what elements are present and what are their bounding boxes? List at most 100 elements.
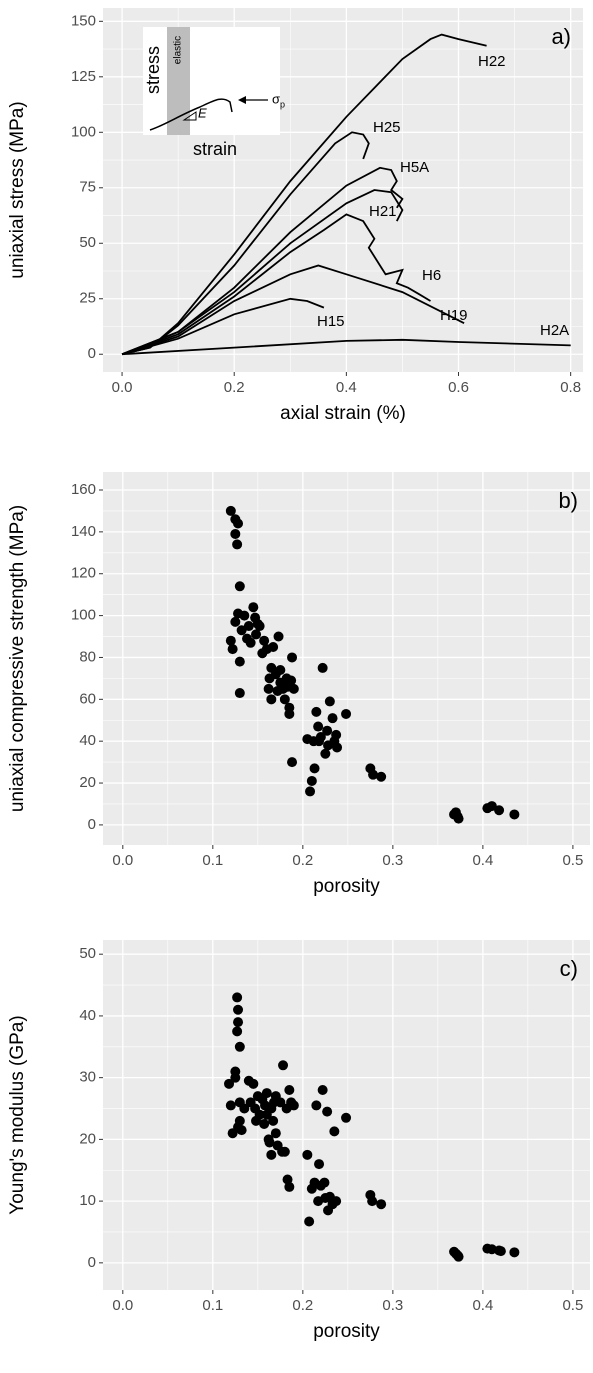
series-label: H15 (317, 313, 345, 330)
scatter-point (233, 518, 244, 529)
y-tick-label: 60 (79, 690, 96, 707)
x-tick-label: 0.6 (448, 379, 469, 396)
series-label: H6 (422, 267, 441, 284)
scatter-point (311, 1100, 322, 1111)
y-tick-label: 30 (79, 1069, 96, 1086)
scatter-point (304, 1216, 315, 1227)
scatter-point (239, 1103, 250, 1114)
y-tick-label: 100 (71, 123, 96, 140)
x-tick-label: 0.5 (562, 1297, 583, 1314)
scatter-point (232, 992, 243, 1003)
scatter-point (266, 694, 277, 705)
scatter-point (268, 1115, 279, 1126)
scatter-point (230, 616, 241, 627)
scatter-point (279, 694, 290, 705)
scatter-point (225, 1100, 236, 1111)
x-tick-label: 0.2 (292, 1297, 313, 1314)
scatter-point (332, 742, 343, 753)
scatter-point (230, 1072, 241, 1083)
scatter-point (234, 1041, 245, 1052)
scatter-point (453, 1251, 464, 1262)
scatter-point (329, 1126, 340, 1137)
scatter-point (313, 721, 324, 732)
scatter-point (234, 1115, 245, 1126)
scatter-point (233, 1017, 244, 1028)
scatter-point (286, 675, 297, 686)
scatter-point (322, 1106, 333, 1117)
x-tick-label: 0.2 (224, 379, 245, 396)
series-label: H2A (540, 322, 569, 339)
scatter-point (230, 528, 241, 539)
scatter-point (368, 769, 379, 780)
panel-label: a) (551, 24, 571, 49)
x-tick-label: 0.0 (112, 852, 133, 869)
scatter-point (288, 683, 299, 694)
panel-label: c) (560, 956, 578, 981)
panel-label: b) (558, 488, 578, 513)
scatter-point (278, 1060, 289, 1071)
scatter-point (376, 771, 387, 782)
scatter-point (259, 1118, 270, 1129)
y-tick-label: 0 (88, 345, 96, 362)
x-tick-label: 0.1 (202, 1297, 223, 1314)
x-tick-label: 0.1 (202, 852, 223, 869)
scatter-point (275, 1097, 286, 1108)
scatter-point (259, 635, 270, 646)
scatter-point (225, 635, 236, 646)
scatter-point (494, 805, 505, 816)
inset-curve (149, 98, 233, 131)
scatter-point (319, 1177, 330, 1188)
scatter-point (254, 1109, 265, 1120)
scatter-point (509, 1247, 520, 1258)
line-series (121, 33, 487, 356)
y-tick-label: 120 (71, 565, 96, 582)
inset-band-label: elastic (173, 36, 184, 64)
inset-box (143, 27, 280, 135)
y-tick-label: 160 (71, 481, 96, 498)
scatter-point (284, 708, 295, 719)
scatter-point (234, 688, 245, 699)
x-tick-label: 0.3 (382, 852, 403, 869)
x-tick-label: 0.0 (112, 1297, 133, 1314)
scatter-point (254, 621, 265, 632)
series-label: H25 (373, 119, 401, 136)
y-tick-label: 10 (79, 1192, 96, 1209)
series-label: H5A (400, 159, 429, 176)
scatter-point (302, 1149, 313, 1160)
scatter-point (234, 581, 245, 592)
elastic-band (167, 27, 190, 135)
series-label: H19 (440, 307, 468, 324)
scatter-point (367, 1196, 378, 1207)
x-tick-label: 0.2 (292, 852, 313, 869)
x-tick-label: 0.4 (472, 852, 493, 869)
y-tick-label: 20 (79, 1130, 96, 1147)
y-tick-label: 20 (79, 774, 96, 791)
y-axis-title: uniaxial compressive strength (MPa) (7, 505, 28, 812)
scatter-point (248, 1078, 259, 1089)
x-axis-title: porosity (313, 1321, 380, 1342)
y-tick-label: 0 (88, 1254, 96, 1271)
scatter-point (509, 809, 520, 820)
inset-peak-label: σ (272, 91, 280, 106)
y-axis-title: uniaxial stress (MPa) (7, 101, 28, 278)
scatter-point (327, 713, 338, 724)
y-axis-title: Young's modulus (GPa) (7, 1015, 28, 1214)
scatter-point (268, 641, 279, 652)
scatter-point (284, 1181, 295, 1192)
line-series (121, 189, 404, 356)
y-tick-label: 140 (71, 523, 96, 540)
scatter-point (266, 1149, 277, 1160)
scatter-point (248, 602, 259, 613)
y-tick-label: 80 (79, 648, 96, 665)
y-tick-label: 100 (71, 607, 96, 624)
y-tick-label: 50 (79, 234, 96, 251)
scatter-point (232, 1026, 243, 1037)
scatter-point (245, 637, 256, 648)
y-tick-label: 0 (88, 816, 96, 833)
scatter-point (495, 1246, 506, 1257)
y-tick-label: 40 (79, 732, 96, 749)
line-series (121, 166, 404, 356)
x-tick-label: 0.0 (112, 379, 133, 396)
